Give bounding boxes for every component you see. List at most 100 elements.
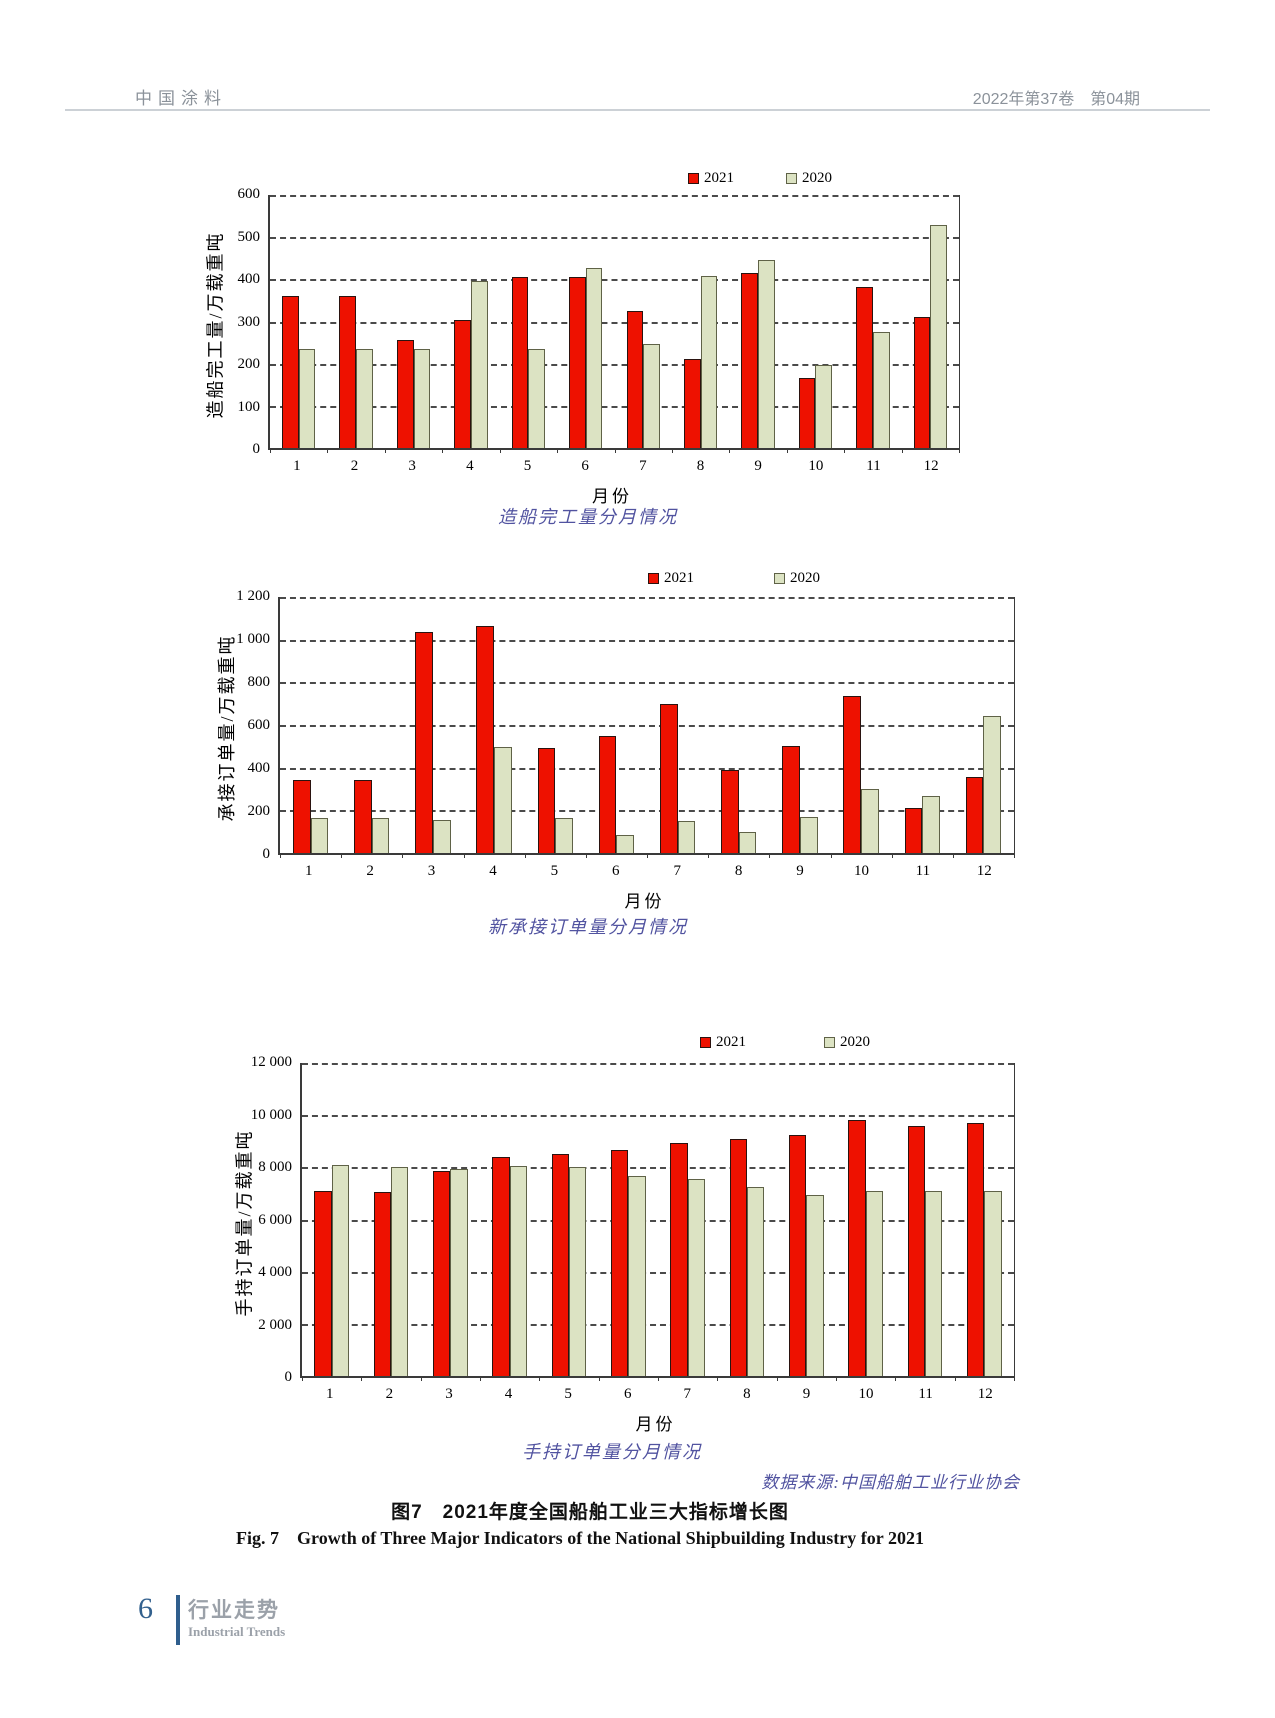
x-axis-tick xyxy=(954,1376,956,1381)
bar-2021-month-1 xyxy=(292,780,311,853)
bar-2021-month-5 xyxy=(551,1154,569,1376)
x-axis-title: 月份 xyxy=(624,892,665,911)
gridline xyxy=(270,237,959,240)
bar-2020-month-3 xyxy=(413,348,431,448)
x-axis-tick xyxy=(1014,853,1015,858)
legend-swatch-2020-icon xyxy=(786,173,797,184)
y-tick-label: 10 000 xyxy=(250,1106,292,1123)
bar-2020-month-1 xyxy=(310,817,329,853)
x-axis-tick xyxy=(402,853,404,858)
y-tick-label: 8 000 xyxy=(258,1159,292,1175)
bar-2021-month-8 xyxy=(729,1138,747,1376)
bar-2020-month-8 xyxy=(738,831,757,853)
x-tick-label: 8 xyxy=(696,458,705,474)
x-tick-label: 9 xyxy=(802,1386,811,1402)
x-axis-tick xyxy=(959,448,960,453)
bar-2021-month-7 xyxy=(626,310,644,448)
bar-2021-month-1 xyxy=(282,296,299,448)
x-tick-label: 6 xyxy=(581,458,589,474)
x-tick-label: 2 xyxy=(350,458,359,474)
bar-2020-month-12 xyxy=(983,716,1002,853)
x-axis-tick xyxy=(671,448,673,453)
footer-section-title-zh: 行业走势 xyxy=(188,1599,280,1622)
y-axis-title: 造船完工量/万载重吨 xyxy=(205,231,225,419)
bar-2021-month-5 xyxy=(537,748,556,853)
gridline xyxy=(302,1271,1014,1274)
x-axis-tick xyxy=(1014,1376,1015,1381)
y-tick-label: 6 000 xyxy=(258,1211,292,1228)
x-axis-tick xyxy=(769,853,771,858)
x-tick-label: 3 xyxy=(445,1386,453,1402)
legend-item-2021: 2021 xyxy=(700,1034,746,1051)
x-axis-tick xyxy=(614,448,616,453)
legend-swatch-2020-icon xyxy=(824,1037,835,1048)
x-tick-label: 12 xyxy=(976,863,992,879)
x-axis-tick xyxy=(442,448,444,453)
bar-2020-month-6 xyxy=(628,1176,646,1376)
x-tick-label: 11 xyxy=(866,458,881,474)
bar-2020-month-2 xyxy=(391,1167,409,1376)
bar-2021-month-10 xyxy=(843,696,862,853)
x-axis-tick xyxy=(585,853,587,858)
x-tick-label: 7 xyxy=(673,863,681,879)
bar-2020-month-12 xyxy=(930,224,947,448)
gridline xyxy=(302,1167,1014,1170)
bar-2020-month-9 xyxy=(806,1194,824,1376)
bar-2021-month-12 xyxy=(965,776,984,853)
gridline xyxy=(302,1063,1014,1065)
bar-2021-month-3 xyxy=(433,1171,451,1376)
gridline xyxy=(270,405,959,408)
x-tick-label: 9 xyxy=(796,863,804,879)
bar-2020-month-9 xyxy=(758,260,775,448)
x-axis-tick xyxy=(895,1376,897,1381)
x-tick-label: 8 xyxy=(734,863,743,879)
x-tick-label: 7 xyxy=(683,1386,692,1402)
gridline xyxy=(280,639,1014,642)
x-tick-label: 10 xyxy=(858,1386,874,1402)
bar-2020-month-10 xyxy=(815,365,833,448)
y-tick-label: 400 xyxy=(237,271,261,287)
legend: 2021 2020 xyxy=(688,170,832,187)
bar-2021-month-11 xyxy=(856,287,873,448)
page-number: 6 xyxy=(138,1592,153,1625)
bar-2020-month-6 xyxy=(616,834,635,853)
legend: 2021 2020 xyxy=(700,1034,870,1051)
x-tick-label: 3 xyxy=(408,458,416,474)
bar-2021-month-7 xyxy=(670,1142,688,1376)
legend: 2021 2020 xyxy=(648,570,820,587)
bar-2020-month-2 xyxy=(371,817,390,853)
gridline xyxy=(270,363,959,366)
x-axis-tick xyxy=(830,853,832,858)
bar-2020-month-8 xyxy=(700,276,718,448)
bar-2020-month-4 xyxy=(509,1166,527,1376)
x-tick-label: 11 xyxy=(915,863,931,879)
x-tick-label: 10 xyxy=(853,863,869,879)
x-axis-tick xyxy=(776,1376,778,1381)
x-axis-tick xyxy=(280,853,281,858)
bar-2020-month-1 xyxy=(298,348,316,448)
bar-2020-month-1 xyxy=(331,1164,349,1376)
chart-subtitle: 新承接订单量分月情况 xyxy=(488,917,688,937)
legend-label: 2021 xyxy=(716,1034,746,1050)
bar-2020-month-11 xyxy=(872,332,890,448)
y-tick-label: 500 xyxy=(237,228,261,245)
x-axis-tick xyxy=(717,1376,719,1381)
x-axis-tick xyxy=(480,1376,481,1381)
legend-item-2020: 2020 xyxy=(824,1034,870,1051)
x-axis-tick xyxy=(420,1376,422,1381)
y-tick-label: 800 xyxy=(247,674,271,690)
x-tick-label: 1 xyxy=(304,863,313,879)
x-axis-tick xyxy=(270,448,271,453)
bar-2020-month-7 xyxy=(677,821,696,853)
bar-2020-month-8 xyxy=(747,1186,765,1376)
bar-2020-month-7 xyxy=(687,1179,705,1376)
x-axis-tick xyxy=(844,448,846,453)
bar-2021-month-6 xyxy=(569,277,586,448)
bar-2020-month-10 xyxy=(865,1190,883,1376)
gridline xyxy=(280,810,1014,813)
y-tick-label: 12 000 xyxy=(250,1054,292,1070)
bar-2021-month-9 xyxy=(782,745,800,853)
